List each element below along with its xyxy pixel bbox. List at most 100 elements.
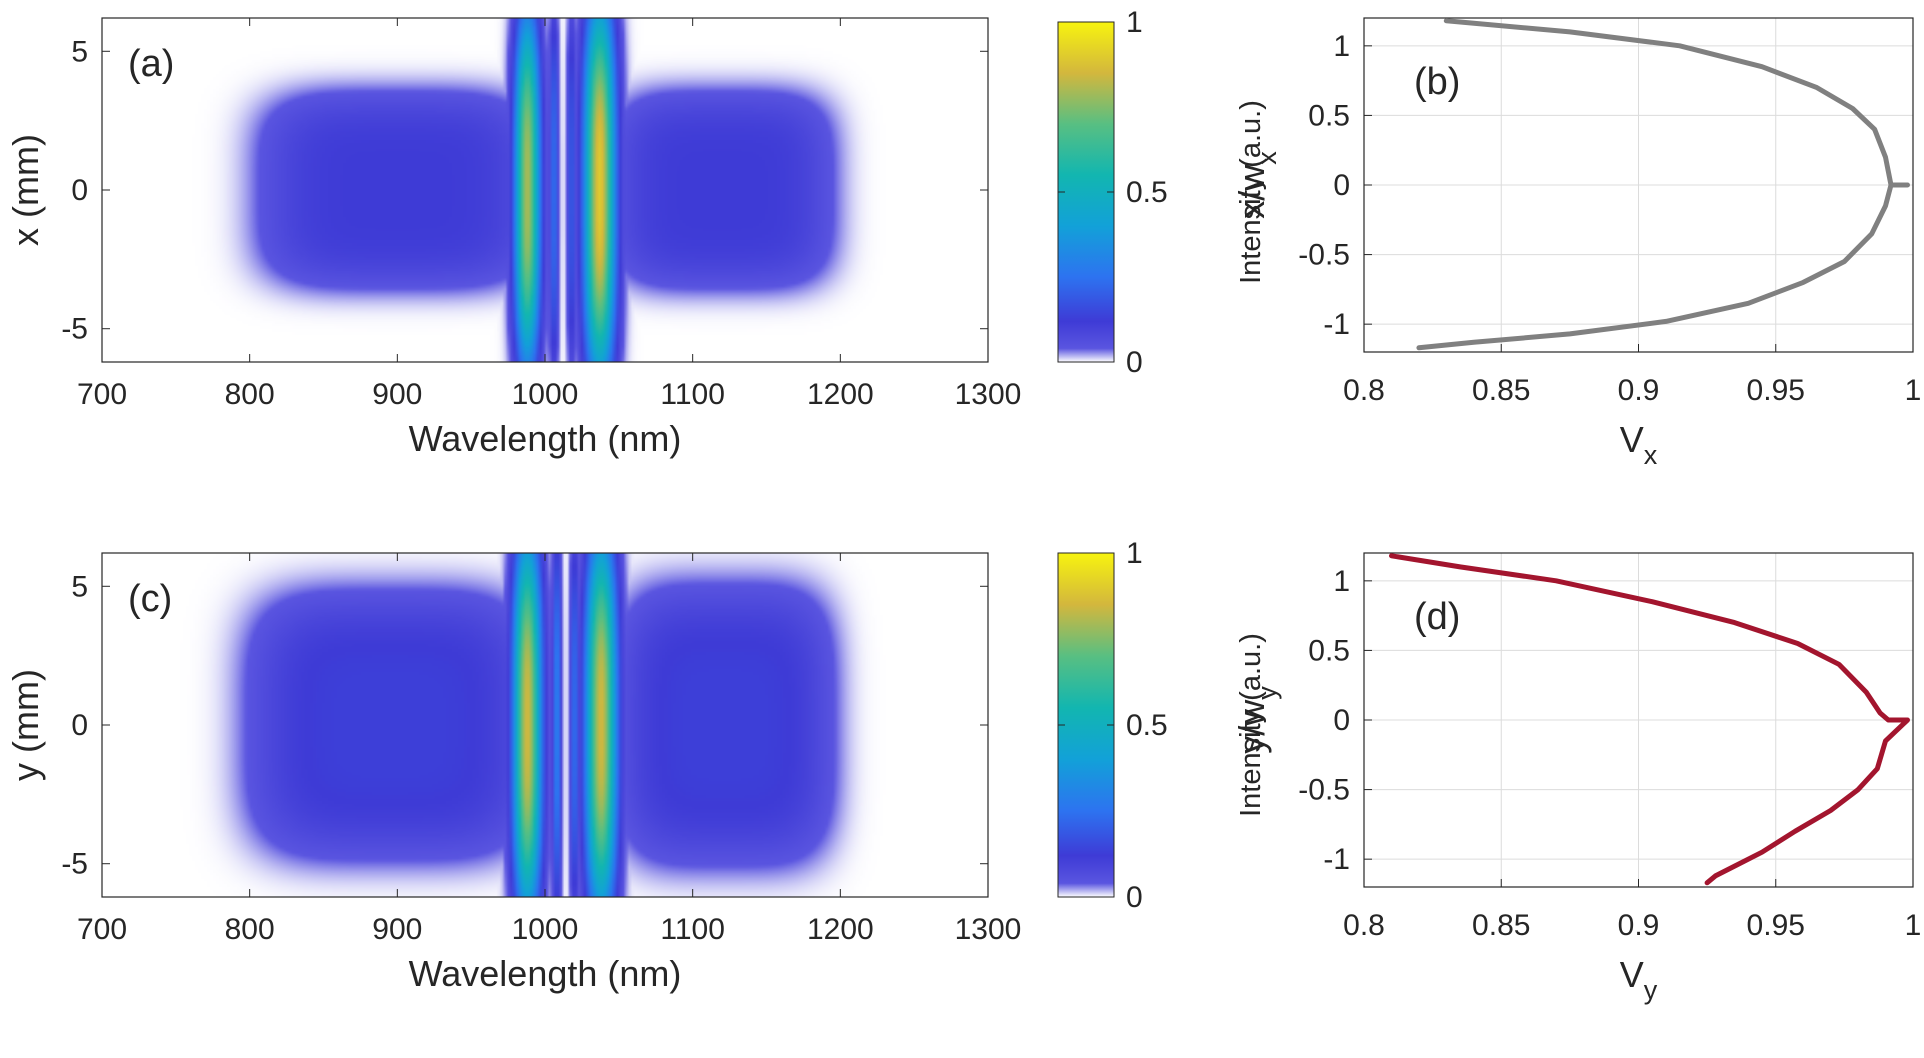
panel-label: (a) xyxy=(128,43,174,85)
series-point xyxy=(1871,233,1873,235)
colorbar-gradient xyxy=(1057,21,1115,363)
series-point xyxy=(1734,865,1736,867)
x-tick-label: 1100 xyxy=(660,378,725,411)
series-point xyxy=(1879,712,1881,714)
series-line xyxy=(1389,553,1910,886)
x-tick-label: 0.8 xyxy=(1343,909,1385,942)
colorbar-tick-label: 0.5 xyxy=(1126,709,1168,742)
colorbar-tick-label: 0 xyxy=(1126,881,1143,914)
series-point xyxy=(1890,184,1892,186)
x-axis-label: Vy xyxy=(1620,954,1658,1005)
x-tick-label: 0.85 xyxy=(1472,374,1530,407)
y-tick-label: -0.5 xyxy=(1298,239,1350,272)
series-point xyxy=(1907,719,1909,721)
series-point xyxy=(1651,601,1653,603)
colorbar-label: Intensity (a.u.) xyxy=(1235,100,1267,284)
x-tick-label: 800 xyxy=(225,913,275,946)
x-tick-label: 0.8 xyxy=(1343,374,1385,407)
heatmap-panel-a: 700 800 900 1000 1100 1200 1300 -5 0 5 Wavelength … xyxy=(5,17,1022,459)
y-tick-label: 0 xyxy=(71,174,88,207)
series-point xyxy=(1734,622,1736,624)
series-point xyxy=(1887,719,1889,721)
y-tick-label: 1 xyxy=(1333,565,1350,598)
x-tick-label: 1000 xyxy=(512,378,579,411)
series-point xyxy=(1679,45,1681,47)
y-tick-label: 0.5 xyxy=(1308,99,1350,132)
series-line xyxy=(1416,18,1910,351)
series-point xyxy=(1843,261,1845,263)
x-tick-label: 900 xyxy=(372,378,422,411)
y-tick-label: -1 xyxy=(1323,843,1350,876)
series-point xyxy=(1390,555,1392,557)
series-point xyxy=(1852,107,1854,109)
figure-layer: 700 800 900 1000 1100 1200 1300-505Wavelength … xyxy=(5,6,1921,1005)
series-point xyxy=(1885,156,1887,158)
series-point xyxy=(1473,341,1475,343)
panel-label: (d) xyxy=(1414,596,1460,638)
x-axis-label: Vx xyxy=(1620,419,1658,470)
x-tick-label: 0.95 xyxy=(1747,909,1805,942)
series-point xyxy=(1418,347,1420,349)
panel-label: (b) xyxy=(1414,61,1460,103)
series-point xyxy=(1794,830,1796,832)
series-point xyxy=(1459,566,1461,568)
heatmap-image xyxy=(102,553,988,897)
panel-label: (c) xyxy=(128,578,172,620)
series-point xyxy=(1876,768,1878,770)
colorbar-tick-label: 1 xyxy=(1126,6,1143,39)
y-tick-label: 1 xyxy=(1333,30,1350,63)
y-tick-label: 0 xyxy=(71,709,88,742)
x-tick-label: 1300 xyxy=(955,378,1022,411)
x-tick-label: 900 xyxy=(372,913,422,946)
x-tick-label: 1200 xyxy=(807,378,874,411)
x-tick-label: 0.85 xyxy=(1472,909,1530,942)
y-tick-label: -5 xyxy=(61,848,88,881)
series-point xyxy=(1857,789,1859,791)
series-point xyxy=(1865,691,1867,693)
series-point xyxy=(1761,66,1763,68)
y-tick-label: -5 xyxy=(61,313,88,346)
series-point xyxy=(1802,281,1804,283)
y-tick-label: 0 xyxy=(1333,704,1350,737)
y-tick-label: 5 xyxy=(71,35,88,68)
series-point xyxy=(1706,882,1708,884)
series-point xyxy=(1907,184,1909,186)
x-tick-label: 1 xyxy=(1905,909,1922,942)
x-tick-label: 1200 xyxy=(807,913,874,946)
colorbar-label: Intensity (a.u.) xyxy=(1235,633,1267,817)
x-tick-label: 0.9 xyxy=(1618,909,1660,942)
series-point xyxy=(1665,320,1667,322)
x-tick-label: 1300 xyxy=(955,913,1022,946)
series-point xyxy=(1874,128,1876,130)
series-point xyxy=(1838,663,1840,665)
colorbar-tick-label: 1 xyxy=(1126,537,1143,570)
series-point xyxy=(1555,580,1557,582)
x-tick-label: 700 xyxy=(77,913,127,946)
y-axis-label: y (mm) xyxy=(5,669,46,781)
x-axis-label: Wavelength (nm) xyxy=(409,953,682,994)
y-tick-label: 0 xyxy=(1333,169,1350,202)
series-point xyxy=(1885,205,1887,207)
y-tick-label: 5 xyxy=(71,570,88,603)
x-tick-label: 0.95 xyxy=(1747,374,1805,407)
x-tick-label: 1000 xyxy=(512,913,579,946)
x-tick-label: 700 xyxy=(77,378,127,411)
series-point xyxy=(1445,20,1447,22)
series-point xyxy=(1569,31,1571,33)
y-axis-label: x (mm) xyxy=(5,134,46,246)
x-axis-label: Wavelength (nm) xyxy=(409,418,682,459)
x-tick-label: 800 xyxy=(225,378,275,411)
colorbar-c: 0 0.5 1 Intensity (a.u.) xyxy=(1057,537,1267,914)
colorbar-a: 0 0.5 1 Intensity (a.u.) xyxy=(1057,6,1267,379)
colorbar-tick-label: 0 xyxy=(1126,346,1143,379)
y-tick-label: -1 xyxy=(1323,308,1350,341)
y-tick-label: 0.5 xyxy=(1308,634,1350,667)
colorbar-gradient xyxy=(1057,552,1115,898)
series-point xyxy=(1797,642,1799,644)
y-tick-label: -0.5 xyxy=(1298,774,1350,807)
series-point xyxy=(1830,809,1832,811)
heatmap-image xyxy=(102,18,988,362)
